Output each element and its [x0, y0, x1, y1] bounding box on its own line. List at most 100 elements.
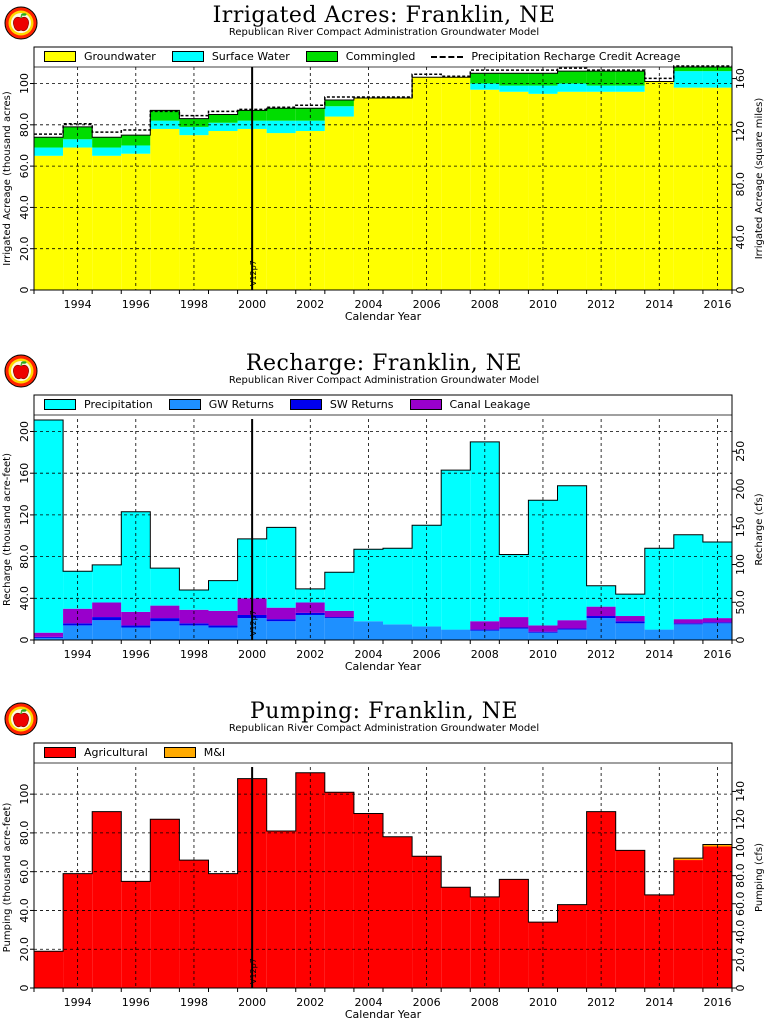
legend-swatch: [44, 399, 76, 410]
bar-sw-returns-1993: [34, 636, 64, 638]
apple-logo-icon: [4, 6, 38, 40]
bar-gw-returns-2013: [615, 623, 645, 640]
legend-swatch: [305, 51, 338, 62]
bar-canal-leakage-2001: [266, 607, 296, 620]
bar-surface-water-2003: [324, 106, 354, 117]
bar-agricultural-1995: [92, 811, 122, 988]
x-tick-label: 2014: [645, 648, 673, 661]
bar-canal-leakage-1995: [92, 602, 122, 618]
model-version-marker-label: V12p7: [249, 958, 258, 984]
bar-gw-returns-2011: [557, 629, 587, 640]
legend-swatch: [171, 51, 204, 62]
x-axis-label: Calendar Year: [345, 1008, 422, 1021]
bar-precipitation-1996: [121, 511, 151, 612]
x-tick-label: 2008: [471, 298, 499, 311]
legend-label: Canal Leakage: [449, 398, 531, 411]
legend-swatch: [289, 399, 322, 410]
x-tick-label: 2004: [354, 648, 382, 661]
bar-agricultural-2002: [295, 772, 325, 988]
bar-gw-returns-2007: [441, 629, 471, 640]
bar-precipitation-1995: [92, 564, 122, 603]
bar-canal-leakage-2016: [702, 618, 732, 623]
bar-commingled-2002: [295, 108, 325, 121]
bar-gw-returns-1999: [208, 627, 238, 640]
bar-gw-returns-2006: [412, 626, 442, 640]
y2-tick-label: 80.0: [734, 172, 747, 197]
y2-tick-label: 40.0: [734, 920, 747, 945]
y-tick-label: 20.0: [18, 937, 31, 962]
y-tick-label: 200: [18, 421, 31, 442]
bar-canal-leakage-2003: [324, 610, 354, 618]
bar-precipitation-2004: [353, 549, 383, 622]
y2-tick-label: 100: [734, 837, 747, 858]
y2-tick-label: 0: [734, 287, 747, 294]
bar-groundwater-2009: [499, 91, 529, 290]
bar-commingled-2015: [673, 67, 703, 72]
chart-legend: Agricultural M&I: [34, 743, 732, 762]
x-tick-label: 1996: [122, 996, 150, 1009]
bar-precipitation-2007: [441, 470, 471, 630]
bar-sw-returns-2010: [528, 631, 558, 633]
x-tick-label: 2010: [529, 648, 557, 661]
x-tick-label: 2002: [296, 298, 324, 311]
y2-tick-label: 100: [734, 554, 747, 575]
x-tick-label: 1998: [180, 298, 208, 311]
legend-swatch: [44, 747, 76, 758]
x-tick-label: 2008: [471, 996, 499, 1009]
legend-item-sw-returns: SW Returns: [289, 398, 394, 411]
bar-surface-water-1995: [92, 147, 122, 156]
x-axis-label: Calendar Year: [345, 310, 422, 323]
bar-canal-leakage-1997: [150, 605, 180, 619]
chart-title: Recharge: Franklin, NE: [245, 351, 523, 376]
bar-groundwater-1999: [208, 131, 238, 290]
legend-swatch: [44, 51, 76, 62]
bar-commingled-1999: [208, 114, 238, 123]
bar-gw-returns-1997: [150, 621, 180, 640]
y2-tick-label: 20.0: [734, 948, 747, 973]
bar-agricultural-1997: [150, 819, 180, 988]
x-tick-label: 2000: [238, 648, 266, 661]
y-tick-label: 0: [18, 287, 31, 294]
bar-surface-water-2013: [615, 85, 645, 92]
x-tick-label: 2016: [703, 996, 731, 1009]
bar-agricultural-2015: [673, 860, 703, 988]
bar-precipitation-1993: [34, 420, 64, 633]
x-tick-label: 1994: [64, 298, 92, 311]
x-tick-label: 1996: [122, 648, 150, 661]
bar-surface-water-2001: [266, 120, 296, 134]
bar-precipitation-2011: [557, 485, 587, 621]
bar-surface-water-1993: [34, 147, 64, 156]
bar-sw-returns-1996: [121, 625, 151, 628]
bar-canal-leakage-1993: [34, 632, 64, 637]
legend-item-canal-leakage: Canal Leakage: [409, 398, 531, 411]
bar-gw-returns-1994: [63, 625, 93, 640]
stack-outline: [34, 419, 732, 595]
y2-tick-label: 160: [734, 68, 747, 89]
bar-canal-leakage-2009: [499, 617, 529, 628]
bar-surface-water-2015: [673, 71, 703, 88]
bar-agricultural-1999: [208, 873, 238, 988]
x-tick-label: 2006: [413, 996, 441, 1009]
bar-canal-leakage-1998: [179, 609, 209, 624]
bar-commingled-1995: [92, 137, 122, 148]
bar-commingled-2003: [324, 100, 354, 107]
bar-canal-leakage-2013: [615, 616, 645, 622]
model-version-marker-label: V12p7: [249, 260, 258, 286]
y-tick-label: 40.0: [18, 898, 31, 923]
y-tick-label: 80.0: [18, 544, 31, 569]
legend-label: Precipitation: [84, 398, 153, 411]
bar-surface-water-2010: [528, 85, 558, 94]
y-tick-label: 20.0: [18, 236, 31, 261]
legend-label: Groundwater: [84, 50, 156, 63]
bar-sw-returns-2001: [266, 619, 296, 622]
chart-subtitle: Republican River Compact Administration …: [228, 375, 540, 386]
y2-tick-label: 150: [734, 516, 747, 537]
bar-precipitation-2008: [470, 441, 500, 622]
bar-agricultural-2007: [441, 887, 471, 988]
bar-sw-returns-1995: [92, 617, 122, 621]
x-tick-label: 2014: [645, 996, 673, 1009]
x-tick-label: 2012: [587, 298, 615, 311]
x-tick-label: 2004: [354, 996, 382, 1009]
bar-precipitation-1997: [150, 568, 180, 606]
